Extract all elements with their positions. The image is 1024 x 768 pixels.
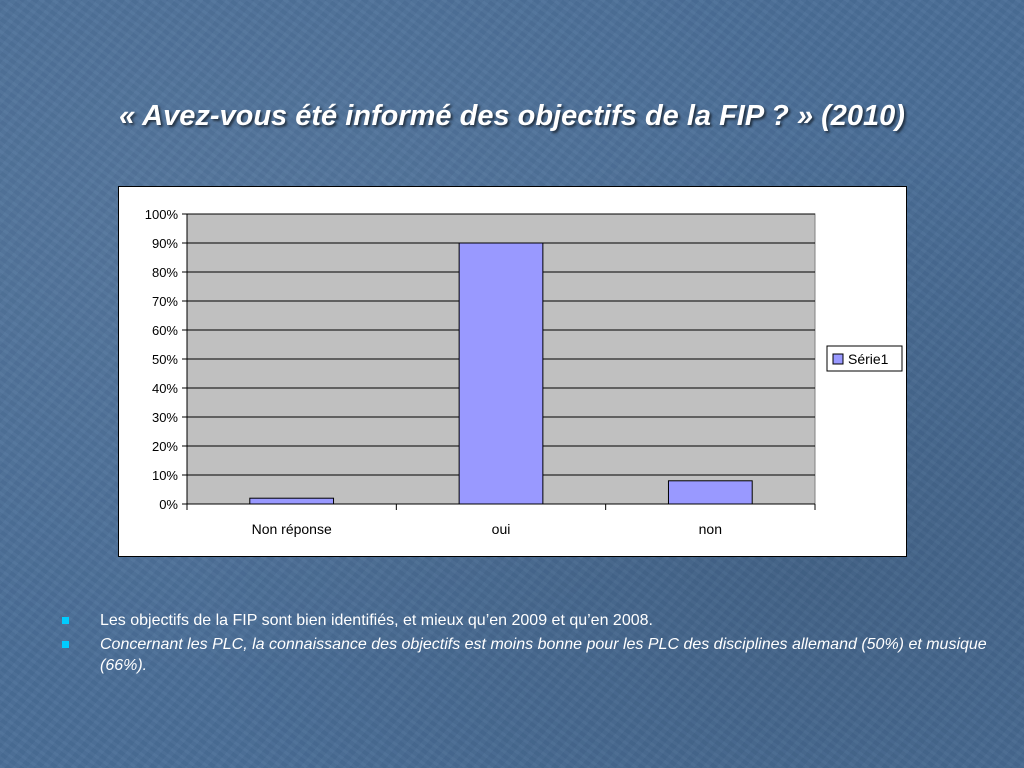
x-tick-label: Non réponse bbox=[252, 521, 332, 537]
y-tick-label: 50% bbox=[152, 352, 178, 367]
square-bullet-icon bbox=[62, 641, 69, 648]
bar bbox=[249, 497, 335, 505]
legend-label: Série1 bbox=[848, 351, 889, 367]
x-tick-label: oui bbox=[492, 521, 511, 537]
y-tick-label: 80% bbox=[152, 265, 178, 280]
legend-swatch bbox=[832, 353, 844, 365]
slide-title: « Avez-vous été informé des objectifs de… bbox=[119, 100, 905, 132]
bullet-item: Concernant les PLC, la connaissance des … bbox=[60, 634, 990, 676]
bullet-item: Les objectifs de la FIP sont bien identi… bbox=[60, 610, 990, 631]
x-tick-label: non bbox=[699, 521, 722, 537]
y-tick-label: 100% bbox=[145, 207, 179, 222]
y-tick-label: 70% bbox=[152, 294, 178, 309]
y-tick-label: 0% bbox=[159, 497, 178, 512]
bar bbox=[458, 242, 544, 505]
y-tick-label: 40% bbox=[152, 381, 178, 396]
bullet-list: Les objectifs de la FIP sont bien identi… bbox=[60, 610, 990, 679]
y-tick-label: 30% bbox=[152, 410, 178, 425]
bar bbox=[667, 480, 753, 505]
y-tick-label: 10% bbox=[152, 468, 178, 483]
y-tick-label: 90% bbox=[152, 236, 178, 251]
bullet-text: Les objectifs de la FIP sont bien identi… bbox=[100, 612, 653, 629]
y-tick-label: 60% bbox=[152, 323, 178, 338]
y-tick-label: 20% bbox=[152, 439, 178, 454]
bar-chart: 0% 10% 20% 30% 40% 50% 60% 70% 80% 90% 100% Non rép… bbox=[145, 207, 903, 537]
chart-frame: 0% 10% 20% 30% 40% 50% 60% 70% 80% 90% 100% Non rép… bbox=[118, 186, 907, 557]
square-bullet-icon bbox=[62, 617, 69, 624]
bullet-text: Concernant les PLC, la connaissance des … bbox=[100, 636, 987, 674]
